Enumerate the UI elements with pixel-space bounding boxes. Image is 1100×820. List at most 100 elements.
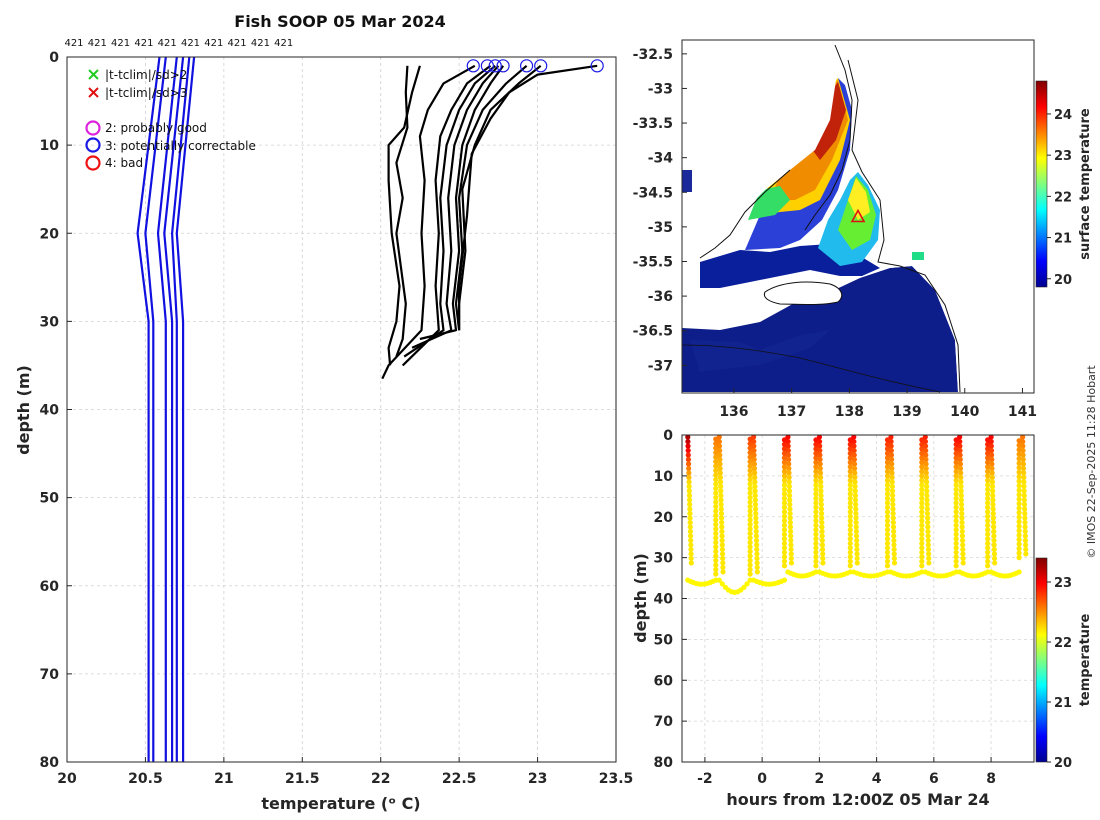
dt-point: [985, 477, 991, 483]
dt-point: [1016, 474, 1022, 480]
dt-point: [953, 455, 959, 461]
dt-point: [718, 510, 725, 517]
dt-point: [919, 527, 925, 533]
dt-point: [713, 472, 719, 478]
dt-point: [787, 497, 793, 503]
dt-point: [1021, 497, 1027, 503]
dt-point: [719, 524, 725, 530]
dt-point: [847, 468, 853, 474]
dt-point: [686, 483, 692, 490]
dt-point: [923, 456, 929, 463]
dt-point: [781, 455, 788, 461]
dt-point: [958, 501, 965, 508]
dt-point: [785, 438, 791, 445]
dt-point: [719, 542, 725, 548]
dt-point: [1016, 514, 1022, 520]
dt-point: [747, 571, 753, 577]
dt-point: [1020, 435, 1026, 440]
dt-point: [957, 465, 964, 472]
dt-point: [919, 518, 925, 524]
dt-point: [1020, 438, 1026, 445]
profile-xtick-label: 21: [214, 771, 233, 787]
dt-point: [747, 562, 753, 568]
track-triangle-icon: [850, 208, 866, 223]
top-label: 421: [274, 38, 293, 49]
map-colorbar-label: surface temperature: [1078, 108, 1093, 260]
dt-point: [820, 551, 826, 557]
profile-ytick-label: 50: [40, 491, 60, 507]
dt-point: [754, 569, 760, 575]
temperature-profile: [403, 64, 496, 358]
red-circle-icon: [85, 155, 101, 171]
dt-point: [817, 470, 824, 476]
dt-point: [957, 461, 964, 467]
dt-point: [889, 461, 895, 467]
dt-point: [813, 563, 819, 569]
dt-point: [1016, 546, 1022, 552]
dt-point: [985, 545, 991, 551]
dt-point: [1016, 478, 1022, 484]
dt-point: [953, 531, 959, 537]
dt-point: [781, 558, 788, 564]
legend-item-flag2: 2: probably good: [85, 120, 207, 136]
dt-ytick-label: 80: [654, 755, 674, 771]
profile-plot: 20 20.5 21 21.5 22 22.5 23 23.5 0 10 20 30 40 50 60 70 8…: [14, 50, 633, 813]
dt-point: [925, 519, 931, 526]
dt-point: [781, 495, 788, 501]
profile-top-labels: 421 421 421 421 421 421 421 421 421 421: [64, 38, 293, 49]
dt-point: [959, 528, 965, 535]
dt-point: [813, 450, 819, 456]
dt-point: [985, 563, 991, 569]
dt-point: [747, 472, 753, 478]
dt-point: [958, 492, 964, 499]
dt-point: [884, 477, 891, 483]
dt-point: [953, 464, 959, 470]
dt-point: [720, 564, 726, 571]
dt-point: [818, 506, 825, 512]
dt-point: [787, 524, 794, 530]
dt-point: [813, 473, 819, 479]
top-label: 421: [88, 38, 107, 49]
dt-point: [687, 510, 693, 517]
dt-point: [781, 522, 788, 528]
dt-point: [685, 443, 691, 449]
dt-point: [891, 542, 897, 548]
dt-point: [719, 533, 725, 539]
legend: |t-tclim|/sd>2 |t-tclim|/sd>3 2: probabl…: [85, 68, 256, 171]
dt-point: [1023, 551, 1029, 557]
dt-point: [854, 555, 860, 562]
dt-point: [747, 521, 753, 528]
dt-point: [753, 524, 759, 530]
figure-title: Fish SOOP 05 Mar 2024: [234, 12, 445, 31]
dt-point: [781, 491, 788, 497]
dt-point: [817, 465, 823, 472]
dt-point: [985, 522, 991, 528]
dt-point: [781, 509, 788, 515]
dt-point: [713, 485, 719, 492]
dt-point: [786, 483, 792, 490]
dt-point: [713, 548, 719, 555]
dt-point: [747, 566, 753, 573]
dt-point: [813, 455, 819, 461]
dt-point: [687, 524, 693, 530]
dt-point: [884, 513, 891, 519]
dt-point: [754, 560, 760, 566]
dt-point: [989, 461, 995, 467]
dt-point: [813, 468, 819, 474]
dt-point: [753, 510, 759, 517]
dt-point: [991, 551, 998, 557]
dt-point: [713, 530, 719, 537]
dt-point: [985, 554, 991, 560]
dt-point: [919, 513, 925, 519]
map-ytick-label: -33.5: [633, 116, 673, 132]
dt-point: [919, 545, 925, 551]
dt-xtick-label: 0: [757, 771, 767, 787]
dt-point: [890, 501, 896, 508]
dt-point: [1023, 546, 1029, 553]
dt-point: [751, 456, 757, 463]
dt-point: [847, 563, 853, 569]
dt-point: [686, 492, 693, 499]
dt-point: [781, 500, 788, 506]
top-label: 421: [64, 38, 83, 49]
climatology-line: [163, 57, 185, 762]
